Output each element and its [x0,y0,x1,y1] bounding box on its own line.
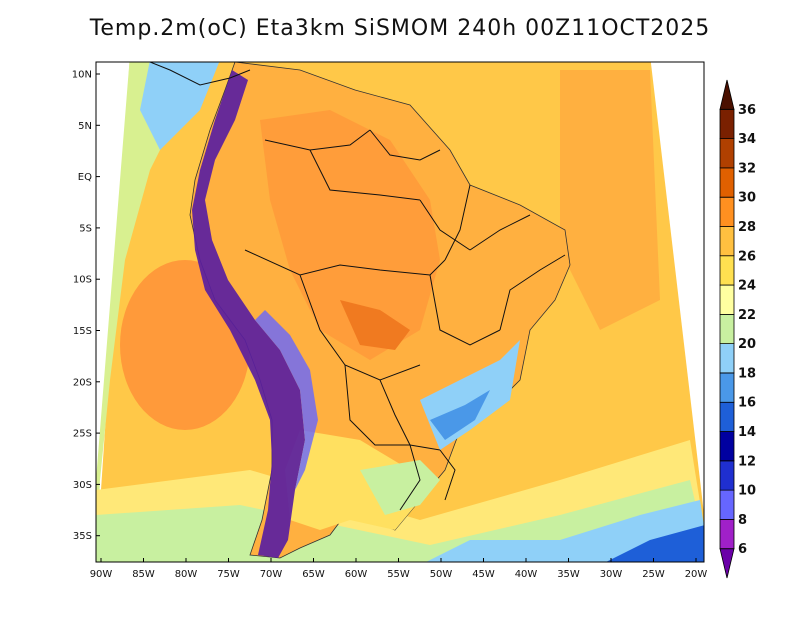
colorbar-segment [719,343,735,374]
lon-tick-label: 45W [472,569,495,580]
lat-tick-label: 10N [72,70,92,81]
lon-tick-label: 40W [515,569,538,580]
colorbar-segment [719,372,735,403]
lon-tick-label: 25W [642,569,665,580]
lon-tick-label: 20W [685,569,708,580]
colorbar-label: 26 [738,249,756,264]
lon-tick-label: 65W [302,569,325,580]
warm-sea-east [560,70,660,330]
colorbar-label: 16 [738,396,756,411]
colorbar-segment [719,255,735,286]
colorbar-label: 32 [738,161,756,176]
andes-cold [192,70,305,558]
colorbar-label: 18 [738,366,756,381]
lon-tick-label: 85W [132,569,155,580]
colorbar: 6 8 10 12 14 16 18 20 22 24 26 28 30 32 34 36 [719,79,756,579]
colorbar-label: 20 [738,337,756,352]
lon-tick-label: 35W [557,569,580,580]
country-borders [244,129,566,511]
colorbar-segment [719,79,735,110]
colorbar-segment [719,519,735,550]
cool-sea-south-3 [426,500,704,562]
colorbar-label: 14 [738,425,756,440]
colorbar-label: 6 [738,542,747,557]
colorbar-segment [719,167,735,198]
cool-sea-west [96,62,198,562]
cool-sea-south-4 [606,525,704,562]
map-frame [95,61,705,563]
colorbar-segment [719,460,735,491]
lat-tick-label: 35S [73,531,92,542]
hot-spots [340,300,410,350]
latitude-axis: 10N 5N EQ 5S 10S 15S 20S 25S 30S 35S [72,70,100,542]
lon-tick-label: 55W [387,569,410,580]
colorbar-label: 30 [738,191,756,206]
lon-tick-label: 75W [217,569,240,580]
colorbar-segment [719,401,735,432]
lat-tick-label: 5N [78,121,92,132]
lon-tick-label: 60W [345,569,368,580]
map-title: Temp.2m(oC) Eta3km SiSMOM 240h 00Z11OCT2… [89,16,711,41]
lat-tick-label: 15S [73,326,92,337]
lon-tick-label: 80W [175,569,198,580]
lat-tick-label: 30S [73,480,92,491]
lon-tick-label: 90W [90,569,113,580]
colorbar-segment [719,138,735,169]
colorbar-label: 28 [738,220,756,235]
colorbar-label: 24 [738,279,756,294]
colorbar-segment [719,489,735,520]
map-field [96,62,704,562]
colorbar-label: 10 [738,484,756,499]
andes-edge [255,310,318,490]
colorbar-label: 34 [738,132,756,147]
colorbar-segment [719,431,735,462]
lat-tick-label: 25S [73,429,92,440]
colorbar-label: 22 [738,308,756,323]
southern-cone-cool [360,460,440,515]
central-america [148,62,251,86]
colorbar-label: 12 [738,454,756,469]
se-brazil-cooler [430,390,490,440]
lon-tick-label: 70W [260,569,283,580]
lat-tick-label: 20S [73,377,92,388]
warm-interior [260,110,440,360]
colorbar-segment [719,313,735,345]
colorbar-segment [719,196,735,227]
lon-tick-label: 30W [600,569,623,580]
lat-tick-label: 5S [79,223,92,234]
longitude-axis: 90W 85W 80W 75W 70W 65W 60W 55W 50W 45W 40W 35W 30W 2… [90,558,708,580]
colorbar-label: 36 [738,103,756,118]
colorbar-segment [719,108,735,139]
lat-tick-label: EQ [78,172,92,183]
colorbar-segment [719,226,735,257]
colorbar-segment [719,548,735,579]
cool-sea-northwest [140,62,220,150]
lon-tick-label: 50W [430,569,453,580]
colorbar-segment [719,284,735,315]
lat-tick-label: 10S [73,275,92,286]
colorbar-label: 8 [738,513,747,528]
